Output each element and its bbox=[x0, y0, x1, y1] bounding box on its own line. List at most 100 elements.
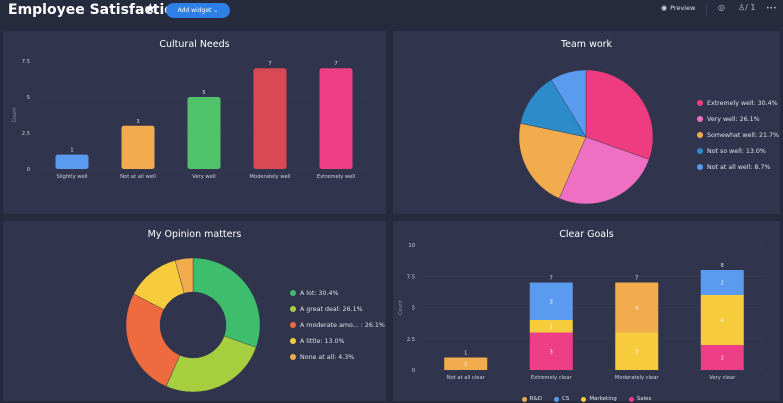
legend-item[interactable]: Not so well: 13.0% bbox=[697, 143, 779, 159]
x-tick-label: Not at all clear bbox=[447, 375, 486, 381]
x-tick-label: Not at all well bbox=[120, 174, 156, 180]
x-tick-label: Moderately clear bbox=[615, 375, 659, 381]
legend-item[interactable]: Very well: 26.1% bbox=[697, 111, 779, 127]
legend-label: Sales bbox=[636, 396, 652, 402]
x-tick-label: Very clear bbox=[709, 375, 736, 381]
cultural-needs-chart: 0 2.5 5 7.5 Count 1 Slightly well 3 Not at all w… bbox=[12, 59, 369, 180]
legend-item[interactable]: A great deal: 26.1% bbox=[290, 301, 385, 317]
segment-value-label: 4 bbox=[635, 306, 638, 312]
legend-item[interactable]: Somewhat well: 21.7% bbox=[697, 127, 779, 143]
clear-goals-chart: 0 2.5 5 7.5 10 Count 1 1 Not at all clear 3 1 3 7 Ext… bbox=[398, 243, 765, 381]
legend-item[interactable]: Sales bbox=[628, 394, 652, 403]
x-tick-label: Extremely clear bbox=[531, 375, 573, 381]
segment-value-label: 3 bbox=[550, 299, 553, 305]
pie-slice[interactable] bbox=[520, 79, 587, 138]
more-icon[interactable]: ••• bbox=[766, 5, 777, 12]
team-work-legend: Extremely well: 30.4% Very well: 26.1% Som… bbox=[697, 95, 779, 175]
preview-label: Preview bbox=[670, 4, 696, 12]
widget-title: My Opinion matters bbox=[147, 229, 242, 240]
team-work-widget: Team work Extremely well: 30.4% Very well… bbox=[393, 31, 780, 214]
legend-item[interactable]: R&D bbox=[521, 394, 542, 403]
pie-slice[interactable] bbox=[550, 69, 587, 138]
legend-item[interactable]: A moderate amo... : 26.1% bbox=[290, 317, 385, 333]
bar[interactable] bbox=[121, 125, 155, 169]
stacked-bar-segment[interactable] bbox=[529, 282, 573, 321]
donut-slice[interactable] bbox=[125, 293, 181, 387]
opinion-widget: My Opinion matters A lot: 30.4% A great d… bbox=[3, 221, 386, 401]
legend-item[interactable]: Extremely well: 30.4% bbox=[697, 95, 779, 111]
board-title[interactable]: Employee Satisfaction bbox=[8, 2, 184, 18]
cultural-needs-widget: Cultural Needs 0 2.5 5 7.5 Count 1 Slightly we… bbox=[3, 31, 386, 214]
y-tick-label: 10 bbox=[408, 243, 415, 249]
legend-swatch bbox=[290, 322, 296, 328]
legend-label: A lot: 30.4% bbox=[300, 289, 339, 297]
stacked-bar-segment[interactable] bbox=[700, 295, 744, 345]
segment-value-label: 4 bbox=[721, 318, 724, 324]
widget-title: Clear Goals bbox=[559, 229, 614, 240]
stacked-bar-segment[interactable] bbox=[529, 332, 573, 371]
legend-swatch bbox=[697, 164, 703, 170]
stacked-bar-segment[interactable] bbox=[700, 270, 744, 295]
legend-item[interactable]: Marketing bbox=[581, 394, 617, 403]
members-button[interactable]: ♙/ 1 bbox=[738, 3, 756, 12]
bar-total-label: 7 bbox=[550, 276, 553, 282]
legend-label: Extremely well: 30.4% bbox=[707, 99, 778, 107]
x-tick-label: Extremely well bbox=[317, 174, 355, 180]
legend-swatch bbox=[628, 396, 634, 402]
legend-swatch bbox=[521, 396, 527, 402]
legend-label: A little: 13.0% bbox=[300, 337, 345, 345]
legend-label: A moderate amo... : 26.1% bbox=[300, 321, 385, 329]
legend-swatch bbox=[697, 100, 703, 106]
bar-value-label: 7 bbox=[268, 61, 271, 67]
legend-item[interactable]: A lot: 30.4% bbox=[290, 285, 385, 301]
y-tick-label: 0 bbox=[412, 368, 415, 374]
x-tick-label: Very well bbox=[192, 174, 216, 180]
legend-label: Somewhat well: 21.7% bbox=[707, 131, 779, 139]
legend-item[interactable]: None at all: 4.3% bbox=[290, 349, 385, 365]
donut-slice[interactable] bbox=[165, 335, 257, 393]
legend-item[interactable]: Not at all well: 8.7% bbox=[697, 159, 779, 175]
pie-slice[interactable] bbox=[518, 123, 587, 199]
segment-value-label: 2 bbox=[721, 281, 724, 287]
legend-label: Not so well: 13.0% bbox=[707, 147, 766, 155]
segment-value-label: 3 bbox=[635, 349, 638, 355]
bar[interactable] bbox=[253, 68, 287, 169]
bar-total-label: 7 bbox=[635, 276, 638, 282]
bar-value-label: 7 bbox=[334, 61, 337, 67]
activity-icon[interactable]: ◎ bbox=[718, 3, 725, 12]
y-axis-label: Count bbox=[12, 108, 18, 123]
legend-label: CS bbox=[561, 396, 570, 402]
x-tick-label: Slightly well bbox=[56, 174, 87, 180]
segment-value-label: 3 bbox=[550, 349, 553, 355]
stacked-bar-segment[interactable] bbox=[615, 332, 659, 371]
members-icon: ♙ bbox=[738, 3, 746, 12]
pie-slice[interactable] bbox=[585, 69, 654, 160]
stacked-bar-segment[interactable] bbox=[615, 282, 659, 333]
donut-slice[interactable] bbox=[192, 257, 261, 348]
bar[interactable] bbox=[55, 154, 89, 169]
y-tick-label: 2.5 bbox=[22, 131, 30, 137]
preview-button[interactable]: ◉ Preview bbox=[661, 4, 695, 12]
members-count: / 1 bbox=[745, 3, 756, 12]
y-tick-label: 2.5 bbox=[407, 337, 415, 343]
pie-slice[interactable] bbox=[558, 136, 650, 205]
bar-value-label: 1 bbox=[70, 148, 73, 154]
legend-swatch bbox=[553, 396, 559, 402]
legend-item[interactable]: A little: 13.0% bbox=[290, 333, 385, 349]
widget-title: Team work bbox=[560, 39, 613, 50]
legend-swatch bbox=[697, 116, 703, 122]
legend-label: Marketing bbox=[589, 396, 617, 402]
bar[interactable] bbox=[187, 97, 221, 169]
add-widget-button[interactable]: Add widget ⌄ bbox=[166, 3, 230, 18]
clear-goals-legend: R&D CS Marketing Sales bbox=[393, 394, 780, 403]
star-icon[interactable]: ★ bbox=[144, 1, 157, 17]
donut-slice[interactable] bbox=[174, 257, 194, 294]
bar[interactable] bbox=[319, 68, 353, 169]
legend-label: Very well: 26.1% bbox=[707, 115, 760, 123]
legend-item[interactable]: CS bbox=[553, 394, 570, 403]
x-tick-label: Moderately well bbox=[249, 174, 290, 180]
stacked-bar-segment[interactable] bbox=[529, 320, 573, 333]
stacked-bar-segment[interactable] bbox=[444, 357, 488, 371]
top-bar: Employee Satisfaction ★ Add widget ⌄ ◉ Pr… bbox=[0, 0, 783, 24]
stacked-bar-segment[interactable] bbox=[700, 345, 744, 370]
